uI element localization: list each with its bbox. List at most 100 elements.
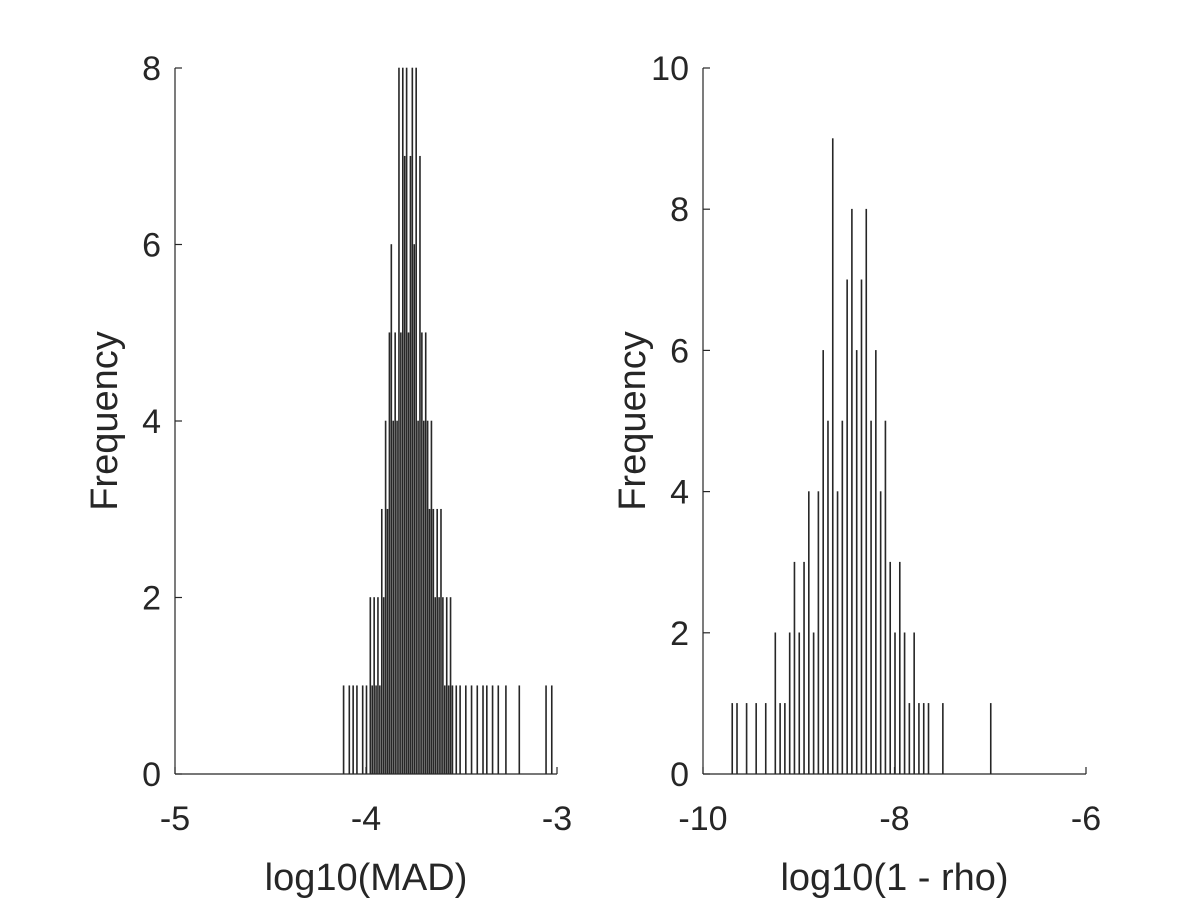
bar-24: [865, 208, 868, 775]
bar-0: [731, 703, 734, 775]
bar-25: [405, 67, 408, 775]
histogram-panel-mad: 0 2 4 6 8 -5 -4 -3 log10(MAD) Frequency: [84, 50, 572, 899]
x-tick-label: -3: [542, 800, 572, 838]
bar-2: [352, 685, 354, 775]
bar-34: [913, 632, 915, 775]
bar-27: [879, 491, 882, 775]
bars: [731, 138, 992, 775]
bar-32: [419, 155, 421, 775]
bar-42: [438, 597, 440, 775]
bar-39: [432, 508, 435, 775]
bar-41: [436, 508, 438, 775]
bar-54: [476, 685, 479, 775]
bar-56: [486, 685, 488, 775]
bar-12: [380, 508, 383, 775]
y-tick-label: 6: [670, 332, 689, 370]
bar-33: [908, 703, 911, 775]
bar-14: [384, 420, 387, 775]
bar-62: [550, 685, 553, 775]
bar-47: [447, 685, 450, 775]
x-axis-label: log10(1 - rho): [780, 857, 1008, 899]
bar-20: [396, 420, 398, 775]
bar-45: [444, 685, 446, 775]
x-tick-label: -6: [1071, 800, 1101, 838]
bar-18: [836, 491, 839, 775]
bar-9: [375, 685, 377, 775]
bar-46: [445, 597, 448, 775]
bar-17: [390, 244, 393, 775]
bar-53: [470, 685, 473, 775]
bar-5: [774, 632, 777, 775]
y-axis-label: Frequency: [84, 331, 126, 511]
bar-21: [851, 208, 853, 775]
bar-17: [831, 138, 834, 775]
bar-59: [505, 685, 507, 775]
bar-19: [394, 332, 396, 775]
bar-12: [808, 491, 810, 775]
bar-61: [545, 685, 547, 775]
y-tick-label: 0: [670, 756, 689, 794]
bar-29: [413, 244, 416, 775]
bar-14: [817, 491, 820, 775]
bar-38: [942, 703, 944, 775]
bar-21: [398, 67, 400, 775]
bar-22: [400, 332, 402, 775]
bar-9: [793, 561, 796, 775]
bars: [342, 67, 553, 775]
y-tick-label: 8: [670, 191, 689, 229]
bar-11: [379, 685, 381, 775]
bar-19: [841, 420, 844, 775]
bar-28: [884, 420, 887, 775]
bar-48: [449, 597, 452, 775]
bar-23: [860, 279, 863, 775]
bar-32: [903, 632, 906, 775]
x-tick-label: -8: [879, 800, 909, 838]
y-axis-label: Frequency: [612, 331, 654, 511]
bar-34: [422, 420, 425, 775]
y-tick-label: 0: [142, 756, 161, 794]
bar-7: [784, 703, 786, 775]
bar-40: [434, 597, 437, 775]
x-axis-label: log10(MAD): [265, 857, 468, 899]
bar-0: [342, 685, 345, 775]
bar-29: [889, 561, 892, 775]
y-tick-label: 8: [142, 50, 161, 88]
bar-13: [812, 632, 815, 775]
bar-52: [465, 685, 467, 775]
bar-55: [482, 685, 484, 775]
bar-37: [428, 508, 431, 775]
bar-43: [440, 508, 442, 775]
bar-16: [827, 420, 829, 775]
bar-10: [377, 597, 379, 775]
y-tick-label: 4: [670, 474, 689, 512]
bar-31: [898, 561, 901, 775]
bar-26: [875, 350, 877, 775]
x-tick-label: -4: [351, 800, 381, 838]
bar-60: [518, 685, 521, 775]
bar-26: [407, 332, 410, 775]
y-tick-label: 6: [142, 227, 161, 265]
bar-4: [361, 685, 364, 775]
bar-16: [388, 332, 391, 775]
bar-20: [846, 279, 848, 775]
bar-6: [369, 597, 372, 775]
bar-7: [371, 685, 374, 775]
bar-50: [455, 685, 458, 775]
bar-30: [415, 67, 417, 775]
bar-23: [401, 67, 404, 775]
bar-22: [855, 350, 858, 775]
bar-15: [386, 508, 389, 775]
bar-35: [424, 332, 427, 775]
bar-10: [798, 632, 801, 775]
bar-25: [870, 420, 872, 775]
bar-8: [788, 632, 791, 775]
histogram-panel-rho: 0 2 4 6 8 10 -10 -8 -6 log10(1 - rho) Frequency: [612, 50, 1101, 899]
bar-3: [356, 685, 358, 775]
bar-58: [497, 685, 500, 775]
bar-11: [803, 561, 805, 775]
bar-27: [409, 155, 412, 775]
bar-33: [421, 332, 423, 775]
bar-4: [764, 703, 767, 775]
bar-44: [442, 597, 444, 775]
